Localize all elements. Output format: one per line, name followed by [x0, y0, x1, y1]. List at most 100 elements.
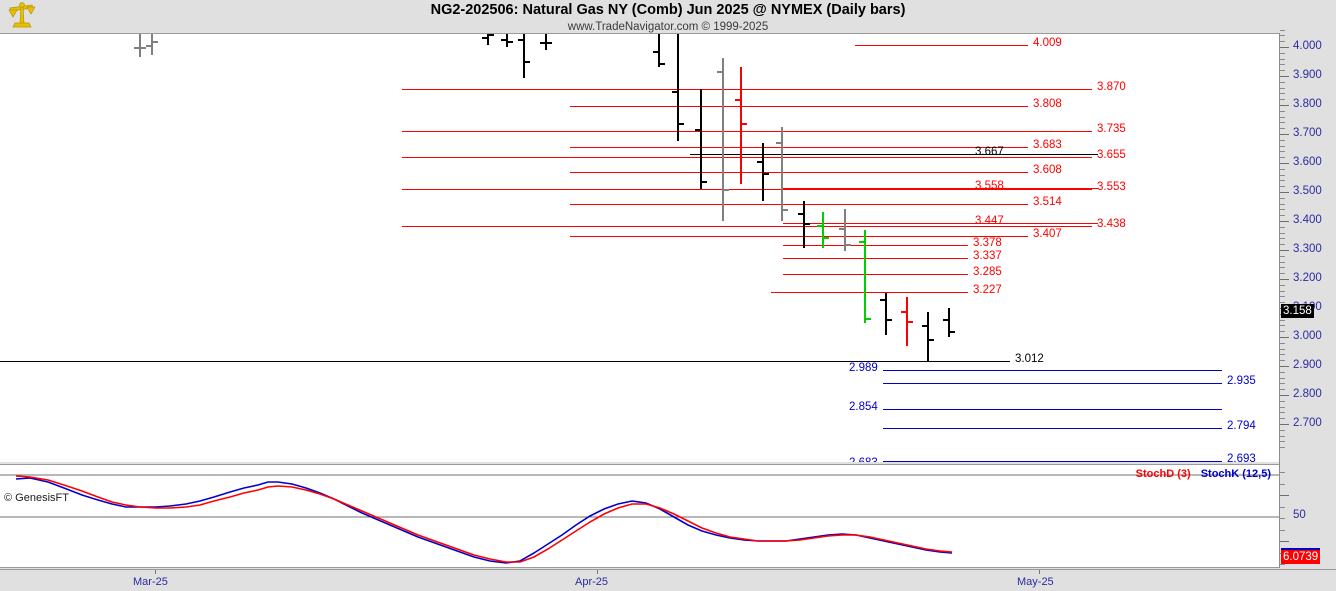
ohlc-close-tick [141, 47, 146, 49]
price-axis-minor-tick [1280, 116, 1285, 118]
price-level-line[interactable] [570, 172, 1028, 173]
price-level-line[interactable] [690, 154, 1098, 155]
ohlc-open-tick [672, 91, 677, 93]
price-level-label: 2.693 [1227, 453, 1256, 462]
price-level-line[interactable] [402, 157, 1092, 158]
ohlc-bar[interactable] [927, 312, 929, 362]
time-axis-tick [597, 570, 598, 574]
price-level-line[interactable] [783, 223, 1098, 224]
price-axis-minor-tick [1280, 29, 1285, 31]
ohlc-open-tick [695, 129, 700, 131]
ohlc-bar[interactable] [523, 34, 525, 78]
ohlc-bar[interactable] [948, 308, 950, 337]
price-level-line[interactable] [771, 292, 968, 293]
ohlc-bar[interactable] [822, 212, 824, 248]
ohlc-bar[interactable] [677, 34, 679, 141]
ohlc-close-tick [153, 41, 158, 43]
ohlc-close-tick [824, 237, 829, 239]
ohlc-open-tick [757, 161, 762, 163]
price-axis-tick [1280, 47, 1289, 48]
price-axis-tick [1280, 76, 1289, 77]
ohlc-bar[interactable] [864, 230, 866, 323]
stochastic-indicator-pane[interactable]: StochD (3) StochK (12,5) [0, 464, 1279, 568]
price-axis-minor-tick [1280, 168, 1285, 170]
price-axis-minor-tick [1280, 145, 1285, 147]
price-axis-label: 3.200 [1293, 272, 1322, 284]
price-level-line[interactable] [0, 361, 1010, 362]
price-axis-minor-tick [1280, 273, 1285, 275]
ohlc-bar[interactable] [506, 34, 508, 47]
price-level-line[interactable] [783, 258, 968, 259]
price-axis-minor-tick [1280, 441, 1285, 443]
price-level-line[interactable] [883, 428, 1222, 429]
price-axis-minor-tick [1280, 203, 1285, 205]
price-level-line[interactable] [570, 204, 1028, 205]
ohlc-open-tick [798, 213, 803, 215]
ohlc-bar[interactable] [803, 201, 805, 248]
ohlc-open-tick [901, 311, 906, 313]
ohlc-bar[interactable] [762, 143, 764, 201]
ohlc-open-tick [880, 299, 885, 301]
price-level-line[interactable] [570, 147, 1028, 148]
price-level-label: 3.407 [1033, 228, 1062, 240]
ohlc-open-tick [859, 241, 864, 243]
ohlc-bar[interactable] [740, 67, 742, 184]
ohlc-close-tick [724, 189, 729, 191]
ohlc-open-tick [540, 42, 545, 44]
price-axis-minor-tick [1280, 267, 1285, 269]
ohlc-bar[interactable] [139, 34, 141, 57]
price-level-line[interactable] [883, 370, 1222, 371]
ohlc-bar[interactable] [844, 209, 846, 251]
chart-source-subtitle: www.TradeNavigator.com © 1999-2025 [567, 21, 769, 33]
price-axis-tick [1280, 192, 1289, 193]
price-axis-minor-tick [1280, 371, 1285, 373]
price-level-line[interactable] [402, 226, 1092, 227]
price-axis-minor-tick [1280, 435, 1285, 437]
ohlc-bar[interactable] [700, 89, 702, 189]
ohlc-open-tick [735, 99, 740, 101]
price-level-line[interactable] [855, 45, 1028, 46]
ohlc-bar[interactable] [487, 34, 489, 45]
price-chart-pane[interactable]: 4.009 3.870 3.808 3.735 3.683 3.667 3.655 3.608… [0, 33, 1279, 504]
indicator-value-badge: 6.0739 [1281, 548, 1321, 564]
ohlc-bar[interactable] [722, 58, 724, 221]
ohlc-close-tick [908, 321, 913, 323]
indicator-axis-tick [1280, 564, 1285, 565]
price-level-line[interactable] [883, 383, 1222, 384]
price-axis-tick [1280, 424, 1289, 425]
price-level-line[interactable] [783, 274, 968, 275]
price-level-line[interactable] [883, 409, 1222, 410]
price-level-label: 3.285 [973, 266, 1002, 278]
price-axis-minor-tick [1280, 157, 1285, 159]
ohlc-bar[interactable] [658, 34, 660, 67]
ohlc-bar[interactable] [885, 293, 887, 335]
price-level-label: 2.683 [849, 457, 878, 462]
ohlc-close-tick [742, 123, 747, 125]
price-axis-minor-tick [1280, 128, 1285, 130]
price-axis-minor-tick [1280, 284, 1285, 286]
price-level-label: 3.735 [1097, 123, 1126, 135]
stochastic-series[interactable] [15, 475, 953, 563]
price-level-line[interactable] [883, 461, 1222, 462]
ohlc-bar[interactable] [906, 297, 908, 346]
price-level-line[interactable] [570, 106, 1028, 107]
price-axis-minor-tick [1280, 412, 1285, 414]
time-axis[interactable]: Mar-25 Apr-25 May-25 [0, 569, 1336, 591]
ohlc-bar[interactable] [781, 127, 783, 221]
price-axis[interactable]: 3.158 6.0739 4.000 3.900 3.800 3.700 3.600 3.… [1279, 29, 1336, 568]
ohlc-bar[interactable] [545, 34, 547, 50]
ohlc-bar[interactable] [151, 34, 153, 55]
price-axis-minor-tick [1280, 342, 1285, 344]
price-level-line[interactable] [402, 131, 1092, 132]
time-axis-label: May-25 [1017, 576, 1054, 588]
price-axis-tick [1280, 395, 1289, 396]
price-level-label: 2.935 [1227, 375, 1256, 387]
price-level-line[interactable] [402, 89, 1092, 90]
price-level-line[interactable] [783, 188, 1098, 189]
price-level-line[interactable] [402, 189, 1092, 190]
price-level-label: 3.655 [1097, 149, 1126, 161]
stochastic-series[interactable] [15, 477, 953, 564]
price-level-line[interactable] [783, 245, 968, 246]
price-axis-label: 2.700 [1293, 417, 1322, 429]
price-level-line[interactable] [570, 236, 1028, 237]
